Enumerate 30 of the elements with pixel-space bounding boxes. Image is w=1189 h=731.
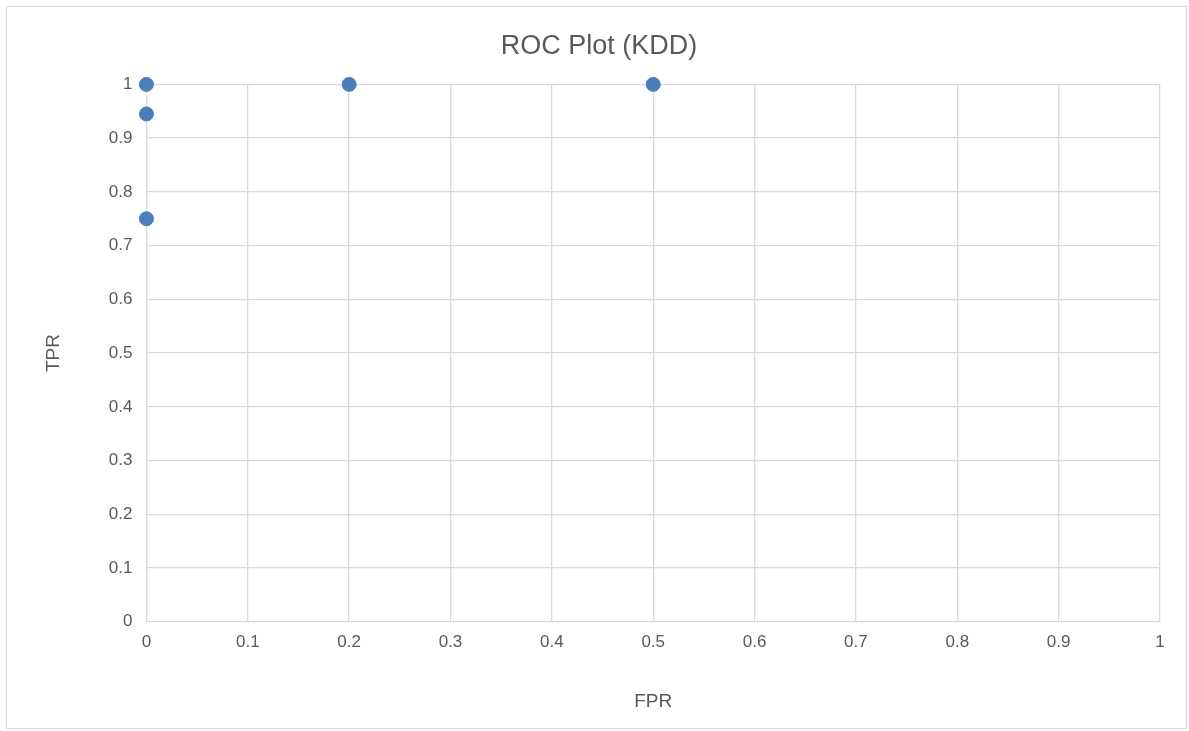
y-tick-label: 0.1 bbox=[108, 557, 133, 577]
x-tick-label: 0.3 bbox=[438, 631, 463, 651]
y-tick-label: 0.4 bbox=[108, 396, 133, 416]
y-tick-label: 1 bbox=[122, 74, 133, 94]
y-tick-label: 0 bbox=[122, 611, 133, 631]
x-tick-label: 0.9 bbox=[1046, 631, 1071, 651]
point bbox=[138, 211, 154, 227]
y-tick-label: 0.2 bbox=[108, 504, 133, 524]
x-tick-label: 1 bbox=[1155, 631, 1165, 651]
x-tick-label: 0.5 bbox=[641, 631, 666, 651]
x-tick-label: 0.4 bbox=[540, 631, 564, 651]
y-axis-title: TPR bbox=[41, 334, 63, 373]
x-tick-label: 0.6 bbox=[742, 631, 767, 651]
x-tick-label: 0 bbox=[141, 631, 152, 651]
y-tick-label: 0.5 bbox=[108, 342, 133, 362]
x-tick-label: 0.2 bbox=[337, 631, 361, 651]
y-tick-label: 0.7 bbox=[108, 235, 133, 255]
y-tick-label: 0.6 bbox=[108, 289, 133, 309]
x-tick-label: 0.1 bbox=[235, 631, 260, 651]
y-tick-label: 0.8 bbox=[108, 181, 133, 201]
y-tick-label: 0.9 bbox=[108, 127, 133, 147]
point bbox=[138, 106, 154, 122]
point bbox=[138, 76, 154, 92]
x-axis-title: FPR bbox=[634, 689, 673, 711]
x-tick-label: 0.7 bbox=[844, 631, 868, 651]
point bbox=[645, 76, 661, 92]
x-tick-label: 0.8 bbox=[945, 631, 970, 651]
chart-title: ROC Plot (KDD) bbox=[500, 29, 698, 60]
point bbox=[341, 76, 357, 92]
y-tick-label: 0.3 bbox=[108, 450, 133, 470]
